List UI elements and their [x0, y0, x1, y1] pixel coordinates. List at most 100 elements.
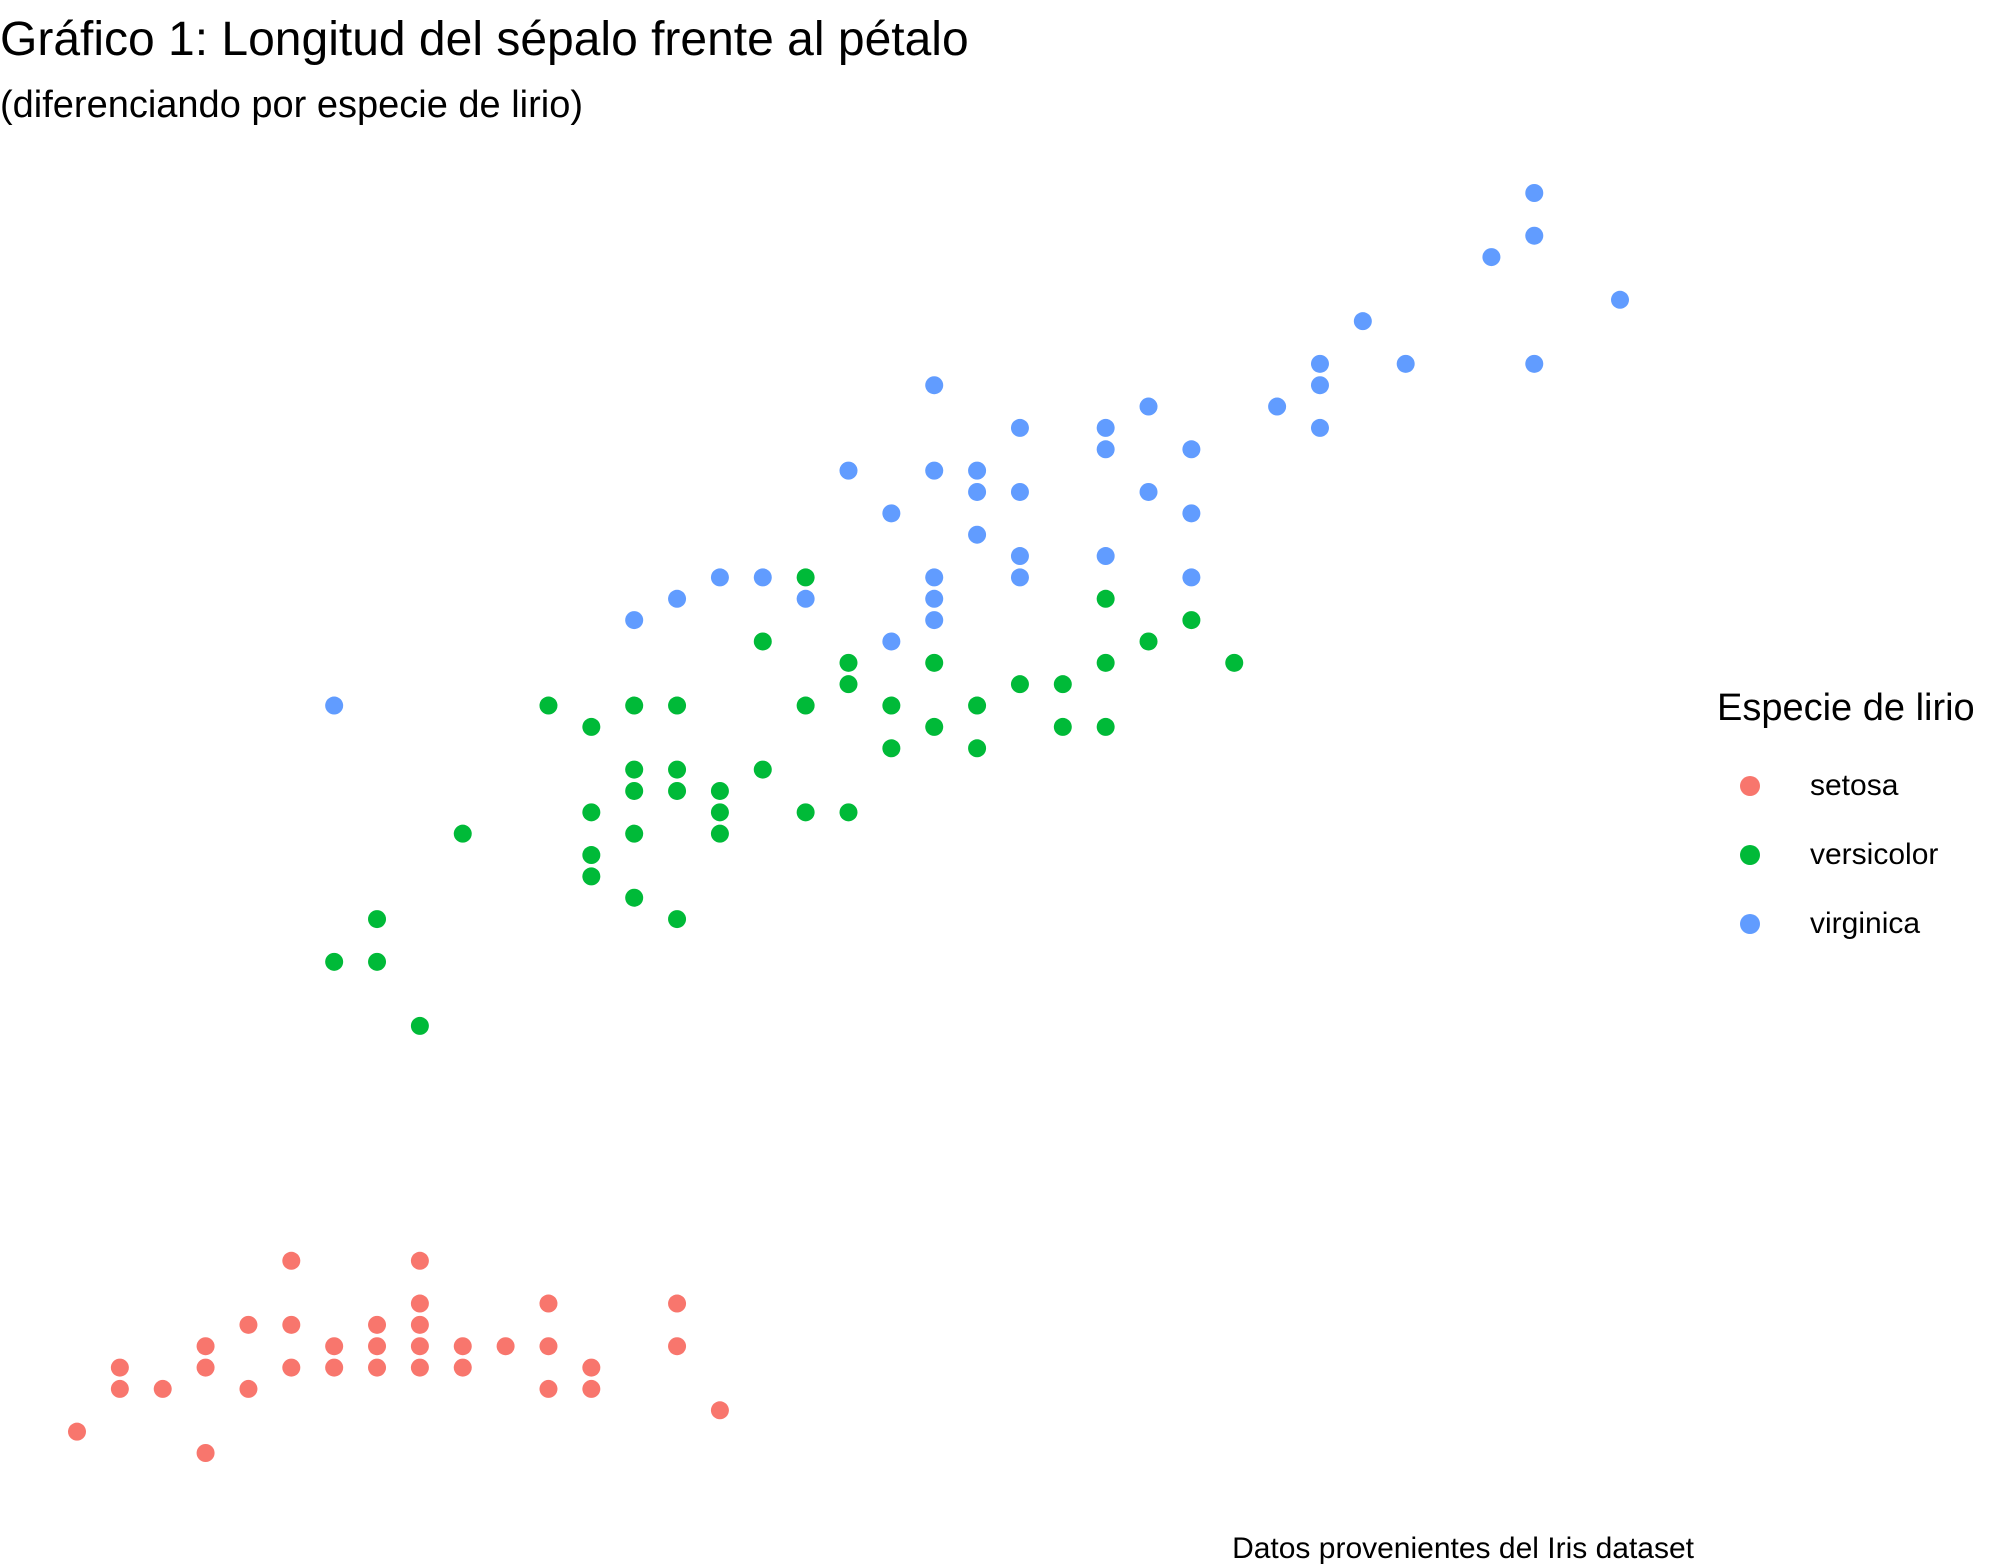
legend-item-virginica: virginica [1717, 889, 1975, 958]
point-setosa-15 [368, 1337, 387, 1356]
point-setosa-31 [668, 1294, 687, 1313]
point-virginica-15 [1010, 568, 1029, 587]
point-virginica-2 [668, 589, 687, 608]
point-setosa-30 [668, 1337, 687, 1356]
point-versicolor-30 [882, 739, 901, 758]
point-versicolor-35 [968, 696, 987, 715]
legend-key-setosa [1740, 775, 1760, 796]
point-setosa-17 [410, 1358, 429, 1377]
point-versicolor-24 [796, 803, 815, 822]
point-virginica-39 [1611, 290, 1629, 309]
point-virginica-10 [925, 589, 944, 608]
point-versicolor-38 [1053, 675, 1072, 694]
point-setosa-8 [239, 1315, 258, 1334]
point-versicolor-8 [582, 803, 601, 822]
point-virginica-27 [1182, 440, 1201, 459]
point-setosa-9 [282, 1358, 301, 1377]
point-virginica-26 [1096, 418, 1115, 437]
point-versicolor-23 [753, 632, 772, 651]
point-virginica-20 [968, 482, 987, 501]
point-setosa-29 [582, 1358, 601, 1377]
point-setosa-14 [368, 1358, 387, 1377]
point-versicolor-15 [668, 910, 687, 929]
point-virginica-9 [925, 611, 944, 630]
point-versicolor-33 [925, 653, 944, 672]
legend-item-versicolor: versicolor [1717, 820, 1975, 889]
legend-key-virginica [1740, 913, 1760, 934]
point-virginica-16 [1010, 547, 1029, 566]
point-virginica-11 [925, 568, 944, 587]
point-versicolor-39 [1096, 717, 1115, 736]
point-virginica-1 [625, 611, 644, 630]
point-versicolor-11 [625, 824, 644, 843]
point-versicolor-27 [839, 803, 858, 822]
point-setosa-25 [539, 1379, 558, 1398]
point-versicolor-37 [1053, 717, 1072, 736]
legend-items: setosa versicolor virginica [1717, 751, 1975, 958]
point-versicolor-9 [582, 717, 601, 736]
point-setosa-2 [110, 1358, 129, 1377]
point-versicolor-10 [625, 888, 644, 907]
point-virginica-29 [1268, 397, 1287, 416]
point-versicolor-29 [839, 653, 858, 672]
point-versicolor-7 [582, 846, 601, 865]
legend-label-versicolor: versicolor [1810, 837, 1939, 871]
series-virginica [325, 184, 1629, 715]
point-virginica-32 [1310, 418, 1329, 437]
point-versicolor-5 [539, 696, 558, 715]
point-versicolor-16 [668, 781, 687, 800]
point-virginica-12 [925, 461, 944, 480]
chart-title: Gráfico 1: Longitud del sépalo frente al… [0, 13, 969, 66]
point-versicolor-40 [1096, 653, 1115, 672]
legend: Especie de lirio setosa versicolor virgi… [1717, 683, 1975, 958]
point-versicolor-21 [710, 781, 729, 800]
point-versicolor-6 [582, 867, 601, 886]
point-versicolor-0 [325, 952, 344, 971]
point-versicolor-13 [625, 760, 644, 779]
series-setosa [68, 1251, 729, 1462]
point-virginica-3 [710, 568, 729, 587]
point-virginica-14 [968, 525, 987, 544]
point-versicolor-43 [1182, 611, 1201, 630]
point-virginica-25 [1182, 504, 1201, 523]
point-versicolor-3 [410, 1016, 429, 1035]
legend-key-versicolor [1740, 844, 1760, 865]
point-virginica-22 [1010, 418, 1029, 437]
point-versicolor-18 [668, 696, 687, 715]
point-virginica-0 [325, 696, 344, 715]
point-versicolor-20 [710, 803, 729, 822]
point-versicolor-25 [796, 696, 815, 715]
point-versicolor-12 [625, 781, 644, 800]
point-versicolor-2 [368, 910, 387, 929]
point-versicolor-34 [968, 739, 987, 758]
point-virginica-19 [925, 376, 944, 395]
point-virginica-24 [1139, 482, 1158, 501]
point-versicolor-4 [453, 824, 472, 843]
point-setosa-21 [410, 1251, 429, 1270]
point-versicolor-32 [925, 717, 944, 736]
point-versicolor-22 [753, 760, 772, 779]
point-versicolor-44 [1225, 653, 1244, 672]
point-versicolor-17 [668, 760, 687, 779]
point-versicolor-1 [368, 952, 387, 971]
point-setosa-22 [453, 1358, 472, 1377]
point-setosa-28 [582, 1379, 601, 1398]
point-setosa-7 [239, 1379, 258, 1398]
point-virginica-31 [1310, 354, 1329, 373]
point-setosa-16 [368, 1315, 387, 1334]
point-virginica-36 [1525, 226, 1544, 245]
point-virginica-4 [753, 568, 772, 587]
point-setosa-12 [325, 1358, 344, 1377]
point-setosa-1 [110, 1379, 129, 1398]
point-versicolor-28 [839, 675, 858, 694]
point-setosa-4 [196, 1444, 215, 1462]
point-versicolor-41 [1096, 589, 1115, 608]
chart-caption: Datos provenientes del Iris dataset [1232, 1532, 1694, 1565]
point-versicolor-42 [1139, 632, 1158, 651]
series-versicolor [325, 568, 1244, 1035]
point-virginica-6 [839, 461, 858, 480]
point-versicolor-26 [796, 568, 815, 587]
point-virginica-30 [1310, 376, 1329, 395]
point-setosa-6 [196, 1337, 215, 1356]
point-virginica-38 [1525, 354, 1544, 373]
